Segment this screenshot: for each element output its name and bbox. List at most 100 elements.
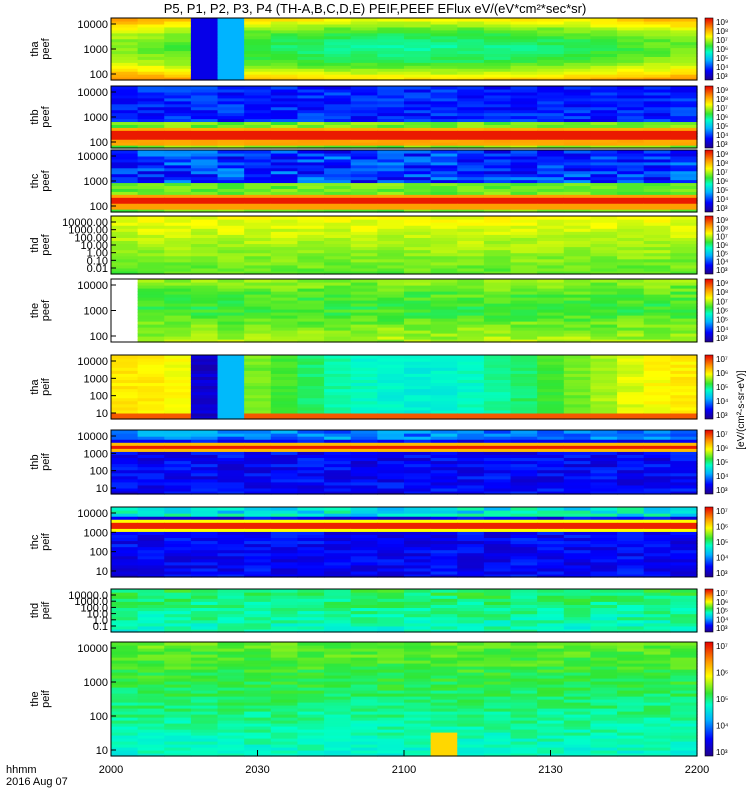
heatmap-cell: [324, 412, 352, 417]
heatmap-cell: [510, 534, 538, 539]
heatmap-cell: [404, 161, 432, 166]
heatmap-cell: [164, 234, 192, 238]
heatmap-cell: [404, 133, 432, 137]
heatmap-cell: [270, 170, 299, 175]
heatmap-cell: [270, 44, 299, 49]
heatmap-cell: [164, 336, 192, 340]
heatmap-cell: [510, 388, 538, 393]
heatmap-cell: [617, 65, 645, 69]
heatmap-cell: [164, 433, 192, 437]
heatmap-cell: [111, 490, 139, 495]
heatmap-cell: [430, 197, 458, 201]
heatmap-cell: [297, 237, 325, 242]
heatmap-cell: [137, 103, 165, 108]
heatmap-cell: [324, 124, 352, 128]
heatmap-cell: [190, 690, 219, 694]
heatmap-cell: [483, 451, 512, 455]
heatmap-cell: [483, 699, 512, 703]
heatmap-cell: [164, 625, 192, 630]
heatmap-cell: [537, 252, 565, 257]
heatmap-cell: [324, 741, 352, 745]
heatmap-cell: [590, 285, 618, 289]
heatmap-cell: [537, 657, 565, 661]
heatmap-cell: [404, 100, 432, 105]
heatmap-cell: [643, 179, 671, 184]
heatmap-cell: [537, 400, 565, 405]
heatmap-cell: [617, 124, 645, 128]
heatmap-cell: [324, 552, 352, 557]
heatmap-cell: [190, 651, 219, 655]
heatmap-cell: [137, 522, 165, 526]
heatmap-cell: [430, 693, 458, 697]
heatmap-cell: [404, 29, 432, 34]
heatmap-cell: [430, 318, 458, 322]
heatmap-cell: [457, 150, 485, 154]
heatmap-cell: [430, 484, 458, 489]
heatmap-cell: [643, 460, 671, 465]
heatmap-cell: [377, 678, 405, 682]
heatmap-cell: [270, 112, 299, 117]
heatmap-cell: [377, 200, 405, 204]
heatmap-cell: [483, 103, 512, 108]
heatmap-cell: [297, 490, 325, 495]
heatmap-cell: [111, 478, 139, 483]
panel-ylabel: peif: [40, 601, 52, 620]
heatmap-cell: [350, 118, 378, 123]
heatmap-cell: [190, 176, 219, 181]
heatmap-cell: [137, 270, 165, 275]
heatmap-cell: [350, 625, 378, 630]
heatmap-cell: [137, 112, 165, 117]
colorbar-tick-label: 10⁹: [716, 216, 728, 225]
heatmap-cell: [111, 35, 139, 40]
heatmap-cell: [483, 240, 512, 245]
heatmap-cell: [164, 145, 192, 149]
heatmap-cell: [377, 35, 405, 40]
colorbar-tick-label: 10⁷: [716, 589, 728, 598]
heatmap-cell: [590, 654, 618, 658]
heatmap-cell: [217, 484, 245, 489]
colorbar-tick-label: 10⁷: [716, 36, 728, 45]
heatmap-cell: [537, 619, 565, 624]
heatmap-cell: [430, 333, 458, 337]
heatmap-cell: [404, 288, 432, 292]
heatmap-cell: [190, 312, 219, 316]
heatmap-cell: [270, 558, 299, 563]
heatmap-cell: [324, 35, 352, 40]
heatmap-cell: [270, 666, 299, 670]
heatmap-cell: [590, 445, 618, 449]
heatmap-cell: [164, 115, 192, 120]
heatmap-cell: [137, 109, 165, 114]
heatmap-cell: [377, 702, 405, 706]
heatmap-cell: [617, 155, 645, 160]
heatmap-cell: [510, 406, 538, 411]
heatmap-cell: [643, 555, 671, 560]
heatmap-cell: [137, 651, 165, 655]
heatmap-cell: [297, 481, 325, 486]
heatmap-cell: [510, 228, 538, 232]
heatmap-cell: [537, 651, 565, 655]
heatmap-cell: [643, 59, 671, 63]
heatmap-cell: [483, 711, 512, 715]
heatmap-cell: [590, 243, 618, 248]
heatmap-cell: [563, 94, 592, 99]
heatmap-cell: [643, 744, 671, 748]
heatmap-cell: [190, 71, 219, 75]
heatmap-cell: [350, 38, 378, 43]
heatmap-cell: [270, 660, 299, 664]
heatmap-cell: [457, 50, 485, 55]
heatmap-cell: [643, 185, 671, 189]
heatmap-cell: [404, 231, 432, 235]
heatmap-cell: [404, 525, 432, 529]
heatmap-cell: [483, 619, 512, 624]
heatmap-cell: [404, 412, 432, 417]
heatmap-cell: [457, 657, 485, 661]
heatmap-cell: [164, 358, 192, 362]
heatmap-cell: [457, 397, 485, 402]
heatmap-cell: [617, 445, 645, 449]
heatmap-cell: [377, 261, 405, 266]
heatmap-cell: [350, 56, 378, 60]
heatmap-cell: [324, 466, 352, 471]
heatmap-cell: [244, 561, 272, 566]
